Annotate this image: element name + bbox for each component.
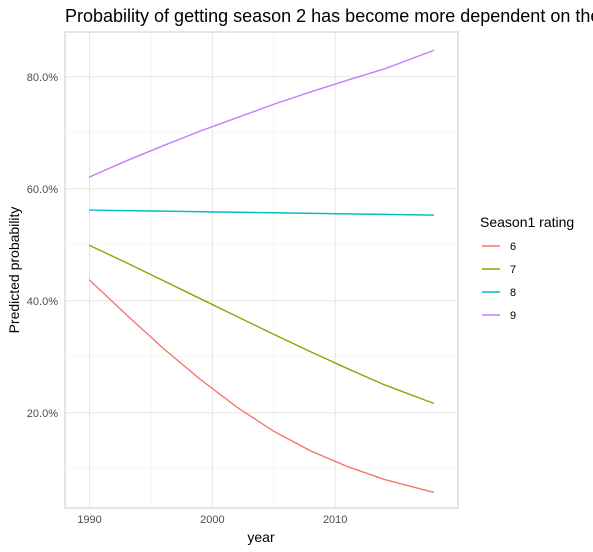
x-tick-label: 2010	[323, 514, 347, 526]
series-line-7	[88, 244, 435, 404]
legend-label-6: 6	[510, 241, 516, 253]
legend-items: 6 7 8 9	[482, 241, 516, 322]
x-axis-title: year	[247, 529, 275, 545]
x-tick-label: 1990	[77, 514, 101, 526]
legend: Season1 rating 6 7 8 9	[480, 214, 574, 322]
x-tick-label: 2000	[200, 514, 224, 526]
y-tick-label: 40.0%	[27, 296, 58, 308]
legend-label-9: 9	[510, 310, 516, 322]
plot-panel	[64, 31, 459, 509]
y-tick-label: 20.0%	[27, 408, 58, 420]
chart-title: Probability of getting season 2 has beco…	[65, 6, 593, 26]
y-tick-label: 80.0%	[27, 72, 58, 84]
series-line-6	[88, 279, 435, 494]
series-line-9	[88, 49, 435, 178]
y-tick-label: 60.0%	[27, 184, 58, 196]
series-layer	[88, 49, 435, 494]
legend-label-7: 7	[510, 264, 516, 276]
series-line-8	[88, 209, 435, 216]
y-axis-title: Predicted probability	[6, 207, 22, 334]
legend-title: Season1 rating	[480, 214, 574, 230]
x-axis: 1990 2000 2010	[77, 514, 347, 526]
y-axis: 20.0% 40.0% 60.0% 80.0%	[27, 72, 58, 420]
panel-border	[64, 31, 459, 509]
legend-label-8: 8	[510, 287, 516, 299]
